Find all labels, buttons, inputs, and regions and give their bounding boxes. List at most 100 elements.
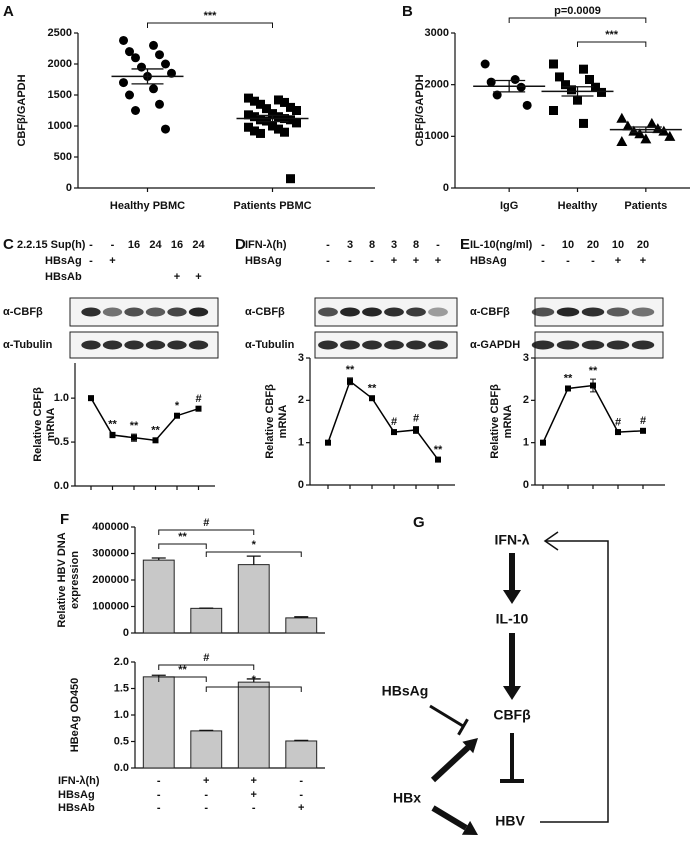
significance-label: p=0.0009 bbox=[554, 5, 601, 17]
significance-bracket bbox=[158, 529, 255, 535]
significance-bracket bbox=[205, 551, 302, 557]
diagram-node: CBFβ bbox=[493, 707, 531, 723]
condition-value: - bbox=[348, 255, 352, 267]
arrow-head bbox=[503, 686, 521, 700]
condition-value: - bbox=[204, 789, 208, 801]
y-axis-label: Relative CBFβ bbox=[489, 384, 501, 459]
significance-bracket bbox=[577, 41, 647, 47]
data-point bbox=[167, 68, 176, 78]
arrow-head bbox=[503, 590, 521, 604]
y-tick-label: 1.5 bbox=[114, 682, 129, 694]
data-point bbox=[555, 72, 564, 82]
condition-value: - bbox=[157, 789, 161, 801]
point-label: # bbox=[640, 415, 646, 427]
blot-label: α-Tubulin bbox=[3, 339, 53, 351]
diagram-node: HBx bbox=[393, 790, 421, 806]
significance-label: ** bbox=[178, 664, 187, 676]
data-point bbox=[652, 123, 664, 134]
condition-value: 8 bbox=[369, 239, 375, 251]
data-point bbox=[634, 128, 646, 139]
point-label: # bbox=[615, 417, 621, 429]
data-point bbox=[628, 125, 640, 136]
y-tick-label: 400000 bbox=[92, 521, 129, 533]
y-tick-label: 2 bbox=[298, 394, 304, 406]
data-point bbox=[658, 125, 670, 136]
data-point bbox=[152, 437, 159, 444]
error-bar bbox=[246, 555, 261, 565]
data-point bbox=[664, 130, 676, 141]
blot-band bbox=[631, 340, 655, 350]
condition-value: - bbox=[541, 255, 545, 267]
error-bar bbox=[246, 678, 261, 683]
blot-band bbox=[102, 340, 123, 350]
data-point bbox=[274, 112, 283, 122]
blot-band bbox=[188, 307, 209, 317]
condition-value: - bbox=[157, 802, 161, 814]
y-tick-label: 3 bbox=[523, 352, 529, 364]
data-point bbox=[292, 118, 301, 128]
y-tick-label: 0.5 bbox=[54, 436, 69, 448]
significance-label: # bbox=[203, 652, 209, 664]
data-point bbox=[250, 96, 259, 106]
data-point bbox=[88, 395, 94, 402]
y-tick-label: 0 bbox=[123, 627, 129, 639]
condition-value: 24 bbox=[192, 239, 205, 251]
y-tick-label: 0.0 bbox=[114, 762, 129, 774]
blot-band bbox=[124, 340, 144, 350]
data-point bbox=[549, 59, 558, 69]
feedback-head bbox=[543, 531, 559, 551]
data-point bbox=[244, 122, 253, 132]
condition-value: + bbox=[203, 775, 209, 787]
bar bbox=[190, 607, 223, 634]
blot-band bbox=[167, 307, 187, 317]
blot-band bbox=[384, 307, 404, 317]
y-tick-label: 0 bbox=[66, 182, 72, 194]
condition-value: - bbox=[326, 239, 330, 251]
data-point bbox=[131, 53, 140, 63]
blot-band bbox=[145, 340, 166, 350]
data-point bbox=[292, 106, 301, 115]
data-point bbox=[155, 50, 164, 60]
y-tick-label: 0.5 bbox=[114, 735, 129, 747]
y-tick-label: 1.0 bbox=[114, 709, 129, 721]
arrow-head bbox=[462, 738, 478, 754]
panel-label: E bbox=[460, 236, 470, 253]
panel-label: F bbox=[60, 511, 69, 528]
condition-value: 20 bbox=[587, 239, 599, 251]
blot-band bbox=[406, 340, 426, 350]
condition-label: IL-10(ng/ml) bbox=[470, 239, 533, 251]
blot-band bbox=[362, 340, 382, 350]
arrow bbox=[431, 805, 468, 831]
significance-bracket bbox=[147, 22, 273, 28]
blot-band bbox=[531, 340, 555, 350]
y-tick-label: 1000 bbox=[48, 120, 72, 132]
data-point bbox=[274, 95, 283, 105]
y-tick-label: 3 bbox=[298, 352, 304, 364]
blot-band bbox=[581, 307, 605, 317]
data-point bbox=[640, 133, 652, 144]
significance-label: *** bbox=[605, 29, 619, 41]
y-axis-label: mRNA bbox=[502, 405, 514, 439]
condition-label: HBsAg bbox=[58, 789, 95, 801]
point-label: # bbox=[195, 393, 201, 405]
bar bbox=[142, 676, 175, 769]
data-point bbox=[622, 120, 634, 131]
point-label: ** bbox=[130, 420, 139, 432]
y-axis-label: mRNA bbox=[45, 408, 57, 442]
data-line bbox=[542, 384, 644, 443]
condition-value: 10 bbox=[612, 239, 624, 251]
blot-band bbox=[318, 340, 338, 350]
condition-label: 2.2.15 Sup(h) bbox=[17, 239, 86, 251]
y-tick-label: 3000 bbox=[425, 27, 449, 39]
data-point bbox=[286, 102, 295, 112]
data-point bbox=[149, 40, 158, 50]
data-point bbox=[391, 429, 397, 436]
data-point bbox=[244, 93, 253, 103]
blot-label: α-GAPDH bbox=[470, 339, 520, 351]
blot-band bbox=[531, 307, 555, 317]
diagram-node: IFN-λ bbox=[495, 532, 530, 548]
data-point bbox=[480, 59, 490, 69]
sem-bar bbox=[629, 126, 662, 133]
data-point bbox=[567, 85, 576, 95]
